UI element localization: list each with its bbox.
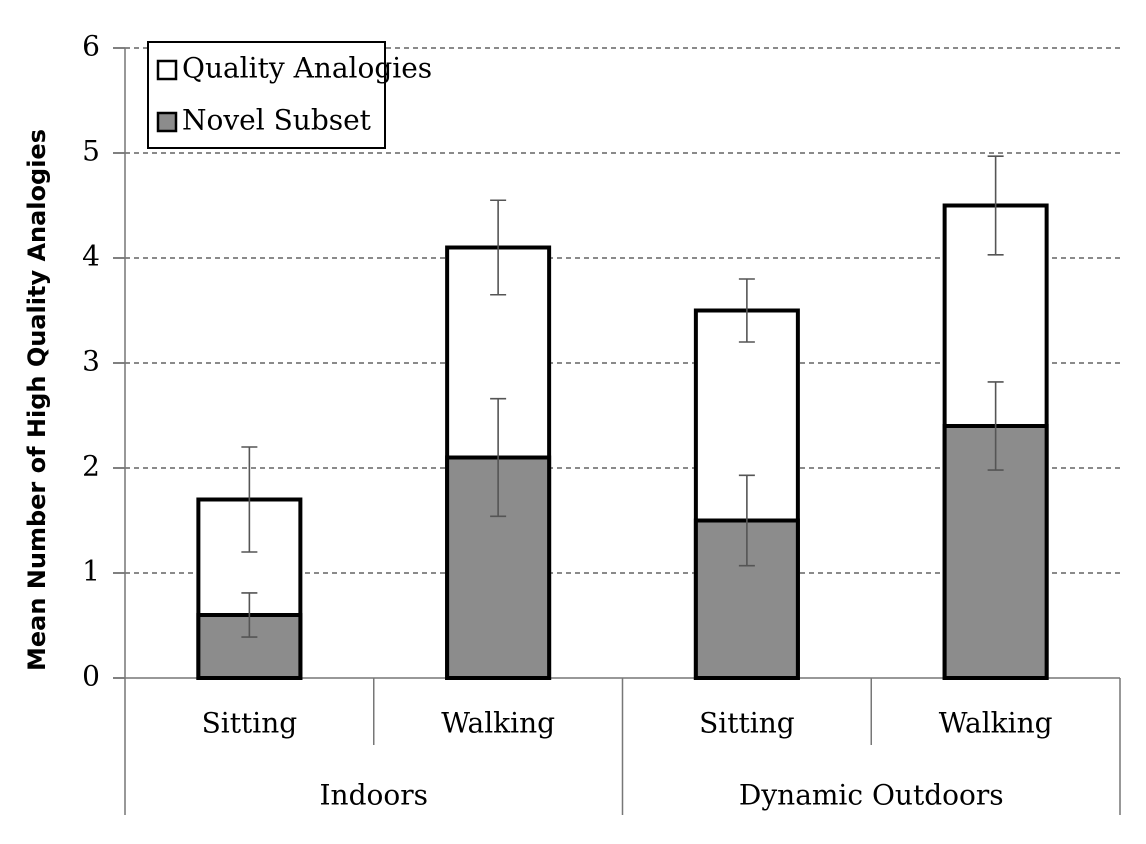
error-bar (738, 278, 755, 343)
error-bar (987, 155, 1004, 256)
y-tick-label: 1 (82, 555, 100, 588)
y-axis-title: Mean Number of High Quality Analogies (23, 129, 51, 671)
legend-label: Novel Subset (182, 104, 372, 137)
x-tick-label: Walking (939, 707, 1053, 740)
group-label: Indoors (320, 779, 429, 812)
y-tick-label: 6 (82, 30, 100, 63)
y-tick-label: 0 (82, 660, 100, 693)
x-tick-label: Sitting (202, 707, 298, 740)
error-bar (241, 446, 258, 553)
error-bar (738, 474, 755, 567)
y-tick-label: 2 (82, 450, 100, 483)
legend-swatch (156, 59, 178, 81)
y-tick-label: 3 (82, 345, 100, 378)
error-bar (490, 397, 507, 518)
error-bar (241, 592, 258, 638)
y-tick-label: 4 (82, 240, 100, 273)
x-tick-label: Walking (441, 707, 555, 740)
group-label: Dynamic Outdoors (739, 779, 1004, 812)
error-bar (987, 381, 1004, 471)
legend-swatch (156, 111, 178, 133)
legend-box (147, 41, 386, 149)
legend-label: Quality Analogies (182, 52, 432, 85)
y-tick-label: 5 (82, 135, 100, 168)
error-bar (490, 199, 507, 296)
x-tick-label: Sitting (699, 707, 795, 740)
